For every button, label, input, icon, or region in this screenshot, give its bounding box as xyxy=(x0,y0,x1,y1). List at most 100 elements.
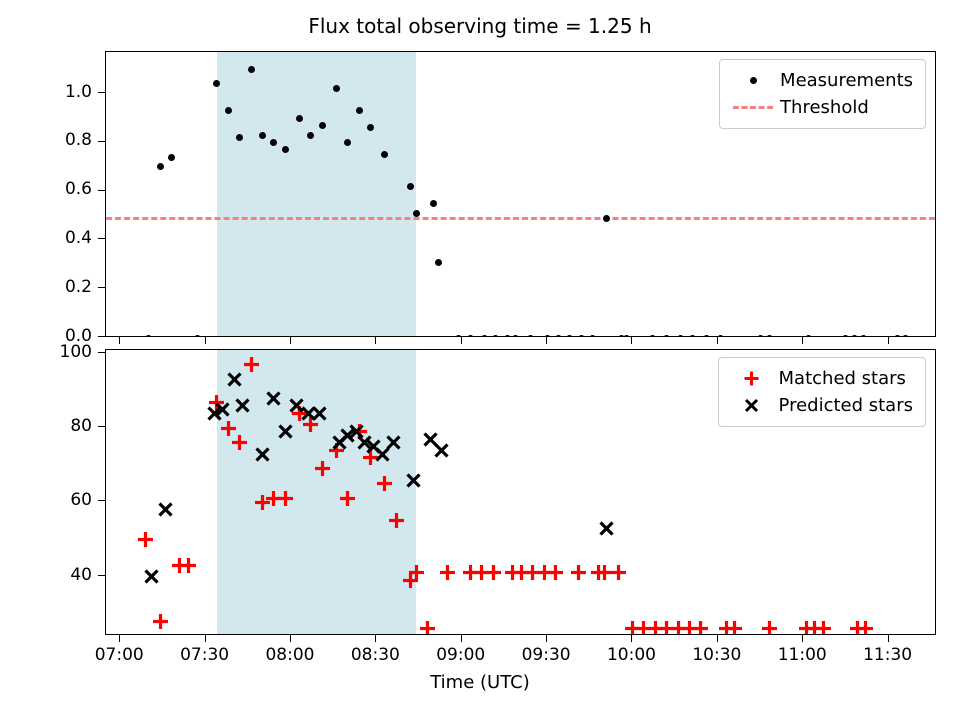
data-point-measurement xyxy=(688,334,696,336)
shaded-observing-window-top xyxy=(216,52,417,336)
data-point-predicted-star xyxy=(206,405,223,422)
data-point-matched-star xyxy=(485,564,502,581)
y-axis-tick xyxy=(98,91,105,93)
x-axis-tick-top xyxy=(460,337,462,344)
legend-item-measurements[interactable]: Measurements xyxy=(730,67,913,94)
x-axis-tick xyxy=(119,635,121,642)
data-point-matched-star xyxy=(277,490,294,507)
data-point-measurement xyxy=(412,209,420,217)
legend-item-predicted-stars[interactable]: Predicted stars xyxy=(729,392,913,419)
data-point-predicted-star xyxy=(234,397,251,414)
x-axis-tick-top xyxy=(716,337,718,344)
x-axis-tick-label: 09:00 xyxy=(436,645,486,665)
x-axis-tick xyxy=(802,635,804,642)
cross-marker-icon xyxy=(729,397,775,414)
data-point-measurement xyxy=(526,334,534,336)
y-axis-tick-label: 0.8 xyxy=(64,130,92,151)
data-point-matched-star xyxy=(137,531,154,548)
count-panel: Matched stars Predicted stars xyxy=(105,349,936,635)
data-point-measurement xyxy=(765,334,773,336)
legend-bottom[interactable]: Matched stars Predicted stars xyxy=(717,357,926,427)
x-axis-tick-label: 09:30 xyxy=(521,645,571,665)
y-axis-tick xyxy=(98,574,105,576)
legend-item-threshold[interactable]: Threshold xyxy=(730,94,913,121)
data-point-matched-star xyxy=(815,620,832,634)
y-axis-tick-label: 1.0 xyxy=(64,81,92,102)
data-point-measurement xyxy=(367,124,375,132)
data-point-measurement xyxy=(850,334,858,336)
data-point-matched-star xyxy=(314,460,331,477)
data-point-matched-star xyxy=(243,356,260,373)
dashed-line-icon xyxy=(730,106,776,109)
y-axis-tick-label: 100 xyxy=(59,341,92,362)
data-point-predicted-star xyxy=(214,401,231,418)
x-axis-tick-label: 07:30 xyxy=(180,645,230,665)
page-title: Flux total observing time = 1.25 h xyxy=(308,14,652,38)
data-point-predicted-star xyxy=(288,397,305,414)
data-point-predicted-star xyxy=(348,423,365,440)
data-point-measurement xyxy=(492,334,500,336)
data-point-predicted-star xyxy=(265,390,282,407)
y-axis-tick xyxy=(98,351,105,353)
y-axis-tick-label: 40 xyxy=(70,564,92,585)
data-point-measurement xyxy=(435,258,443,266)
data-point-measurement xyxy=(805,334,813,336)
ratio-panel: Measurements Threshold xyxy=(105,51,936,337)
y-axis-tick xyxy=(98,500,105,502)
legend-label-predicted-stars: Predicted stars xyxy=(778,395,913,416)
x-axis-tick-top xyxy=(631,337,633,344)
data-point-measurement xyxy=(213,80,221,88)
data-point-measurement xyxy=(757,334,765,336)
data-point-predicted-star xyxy=(254,446,271,463)
y-axis-tick xyxy=(98,287,105,289)
x-axis-tick-top xyxy=(375,337,377,344)
data-point-matched-star xyxy=(388,512,405,529)
data-point-predicted-star xyxy=(374,446,391,463)
x-axis-tick-label: 11:30 xyxy=(863,645,913,665)
data-point-measurement xyxy=(842,334,850,336)
data-point-matched-star xyxy=(362,449,379,466)
data-point-predicted-star xyxy=(311,405,328,422)
legend-top[interactable]: Measurements Threshold xyxy=(719,59,926,129)
data-point-measurement xyxy=(589,334,597,336)
data-point-measurement xyxy=(623,334,631,336)
data-point-measurement xyxy=(893,334,901,336)
y-axis-tick-label: 80 xyxy=(70,416,92,436)
plus-marker-icon xyxy=(729,370,775,387)
y-axis-tick xyxy=(98,336,105,338)
data-point-measurement xyxy=(617,334,625,336)
data-point-matched-star xyxy=(180,557,197,574)
x-axis-tick xyxy=(204,635,206,642)
data-point-matched-star xyxy=(692,620,709,634)
x-axis-tick-top xyxy=(802,337,804,344)
data-point-measurement xyxy=(455,334,463,336)
data-point-measurement xyxy=(307,131,315,139)
data-point-measurement xyxy=(236,134,244,142)
data-point-matched-star xyxy=(857,620,874,634)
legend-item-matched-stars[interactable]: Matched stars xyxy=(729,365,913,392)
data-point-measurement xyxy=(648,334,656,336)
data-point-predicted-star xyxy=(143,568,160,585)
data-point-matched-star xyxy=(570,564,587,581)
y-axis-tick xyxy=(98,189,105,191)
x-axis-tick-top xyxy=(119,337,121,344)
data-point-matched-star xyxy=(376,475,393,492)
x-axis-tick-label: 11:00 xyxy=(777,645,827,665)
data-point-matched-star xyxy=(547,564,564,581)
data-point-predicted-star xyxy=(339,427,356,444)
data-point-measurement xyxy=(381,151,389,159)
data-point-matched-star xyxy=(726,620,743,634)
x-axis-tick-top xyxy=(887,337,889,344)
data-point-matched-star xyxy=(339,490,356,507)
shaded-observing-window-bottom xyxy=(216,350,417,634)
data-point-matched-star xyxy=(419,620,436,634)
x-axis-tick-label: 07:00 xyxy=(94,645,144,665)
x-axis-tick-label: 08:00 xyxy=(265,645,315,665)
data-point-measurement xyxy=(333,85,341,93)
data-point-measurement xyxy=(281,146,289,154)
y-axis-tick xyxy=(98,238,105,240)
x-axis-tick-top xyxy=(204,337,206,344)
data-point-measurement xyxy=(270,138,278,146)
x-axis-tick xyxy=(460,635,462,642)
